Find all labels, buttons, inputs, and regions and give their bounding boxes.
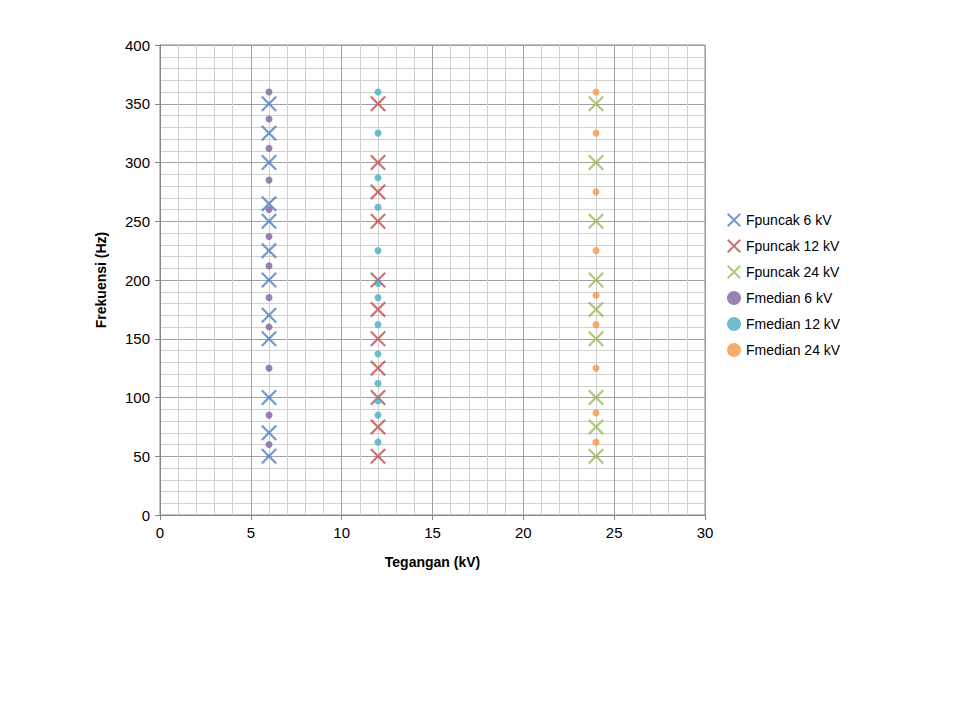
svg-text:100: 100 <box>125 389 150 406</box>
svg-text:200: 200 <box>125 272 150 289</box>
svg-text:50: 50 <box>133 448 150 465</box>
svg-text:Tegangan (kV): Tegangan (kV) <box>385 554 480 570</box>
svg-text:0: 0 <box>156 524 164 541</box>
svg-text:250: 250 <box>125 213 150 230</box>
svg-text:Fmedian 12 kV: Fmedian 12 kV <box>746 316 841 332</box>
svg-text:5: 5 <box>247 524 255 541</box>
svg-text:Fmedian 6 kV: Fmedian 6 kV <box>746 290 833 306</box>
svg-text:150: 150 <box>125 330 150 347</box>
svg-text:350: 350 <box>125 95 150 112</box>
svg-text:15: 15 <box>424 524 441 541</box>
svg-text:20: 20 <box>515 524 532 541</box>
svg-text:30: 30 <box>697 524 714 541</box>
svg-text:Frekuensi (Hz): Frekuensi (Hz) <box>93 232 109 328</box>
svg-text:Fpuncak 6 kV: Fpuncak 6 kV <box>746 212 832 228</box>
svg-text:10: 10 <box>333 524 350 541</box>
svg-text:Fpuncak 24 kV: Fpuncak 24 kV <box>746 264 840 280</box>
svg-text:25: 25 <box>606 524 623 541</box>
svg-text:400: 400 <box>125 37 150 54</box>
svg-text:Fpuncak 12 kV: Fpuncak 12 kV <box>746 238 840 254</box>
svg-text:Fmedian 24 kV: Fmedian 24 kV <box>746 342 841 358</box>
svg-text:300: 300 <box>125 154 150 171</box>
svg-text:0: 0 <box>142 507 150 524</box>
